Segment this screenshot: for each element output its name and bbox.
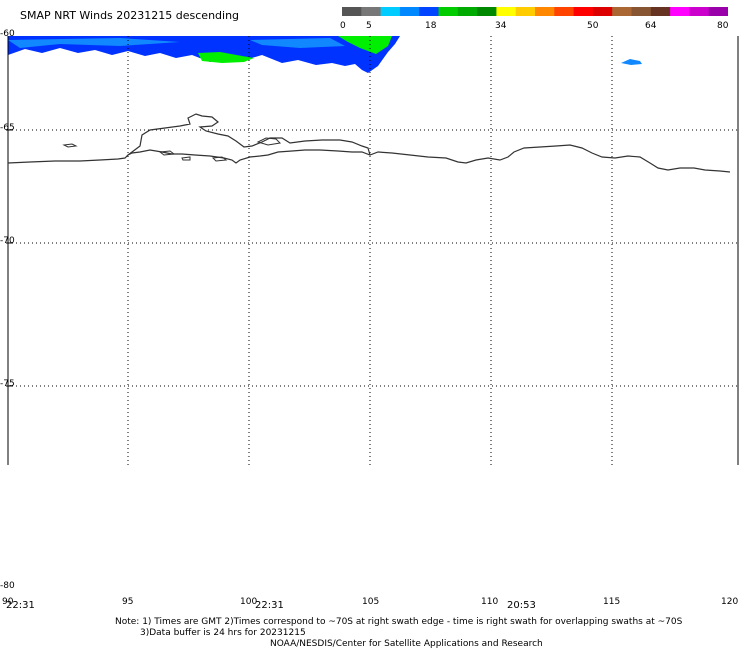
colorbar-segment — [670, 7, 690, 16]
lon-label-90: 90 — [2, 597, 14, 607]
lon-label-105: 105 — [362, 597, 380, 607]
lon-label-100: 100 — [240, 597, 258, 607]
note-line-2: 3)Data buffer is 24 hrs for 20231215 — [140, 628, 306, 638]
wind-swath-light-blue — [8, 38, 180, 48]
colorbar-label-50: 50 — [587, 21, 599, 31]
swath-time-3: 20:53 — [507, 600, 536, 611]
colorbar-label-80: 80 — [717, 21, 729, 31]
colorbar-segment — [399, 7, 420, 16]
lon-label-120: 120 — [721, 597, 739, 607]
wind-speed-colorbar — [342, 7, 728, 16]
colorbar-segment — [438, 7, 459, 16]
map-frame — [7, 36, 739, 465]
colorbar-segment — [457, 7, 478, 16]
island-2 — [158, 150, 176, 156]
colorbar-segment — [631, 7, 652, 16]
island-1 — [62, 143, 78, 148]
lon-label-95: 95 — [122, 597, 134, 607]
wind-swath-green-2 — [198, 52, 254, 63]
wind-swath-light-blue-2 — [250, 38, 345, 48]
coastline — [7, 144, 731, 173]
lon-label-115: 115 — [603, 597, 621, 607]
note-line-3: NOAA/NESDIS/Center for Satellite Applica… — [270, 639, 543, 649]
island-4 — [211, 156, 228, 162]
colorbar-segment — [708, 7, 728, 16]
colorbar-segment — [419, 7, 439, 16]
colorbar-label-18: 18 — [425, 21, 437, 31]
colorbar-segment — [612, 7, 632, 16]
lat-label--80: -80 — [0, 581, 15, 591]
colorbar-segment — [573, 7, 594, 16]
lon-label-110: 110 — [481, 597, 499, 607]
lon-grid — [127, 36, 613, 465]
island-5 — [256, 137, 282, 146]
colorbar-segment — [689, 7, 710, 16]
wind-swath-green-1 — [338, 36, 392, 54]
lat-ticks — [6, 129, 12, 387]
colorbar-segment — [361, 7, 382, 16]
colorbar-segment — [535, 7, 555, 16]
lat-grid — [8, 129, 738, 387]
wind-map — [6, 36, 739, 465]
colorbar-label-5: 5 — [366, 21, 372, 31]
wind-patch-small — [621, 59, 642, 65]
lat-label--65: -65 — [0, 123, 15, 133]
colorbar-segment — [515, 7, 536, 16]
colorbar-segment — [554, 7, 575, 16]
lat-label--60: -60 — [0, 29, 15, 39]
colorbar-segment — [650, 7, 671, 16]
ice-shelf-outline — [127, 113, 371, 156]
colorbar-segment — [477, 7, 497, 16]
island-3 — [181, 156, 191, 161]
lat-label--75: -75 — [0, 379, 15, 389]
colorbar-segment — [380, 7, 401, 16]
colorbar-segment — [592, 7, 613, 16]
note-line-1: Note: 1) Times are GMT 2)Times correspon… — [115, 617, 683, 627]
colorbar-label-64: 64 — [645, 21, 657, 31]
swath-time-2: 22:31 — [255, 600, 284, 611]
swath-time-1: 22:31 — [6, 600, 35, 611]
colorbar-label-34: 34 — [495, 21, 507, 31]
map-title: SMAP NRT Winds 20231215 descending — [20, 9, 240, 22]
lat-label--70: -70 — [0, 236, 15, 246]
colorbar-label-0: 0 — [340, 21, 346, 31]
colorbar-segment — [342, 7, 362, 16]
colorbar-segment — [496, 7, 517, 16]
